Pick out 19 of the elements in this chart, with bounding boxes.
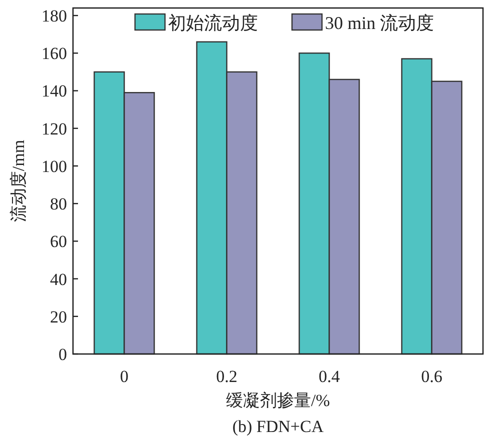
- text: (b) FDN+CA: [232, 417, 324, 436]
- x-tick-label: 0: [120, 367, 128, 386]
- x-axis-title: 缓凝剂掺量/%: [226, 391, 330, 410]
- legend-label: 30 min 流动度: [325, 13, 434, 33]
- y-tick-label: 140: [42, 82, 67, 101]
- legend-label: 初始流动度: [168, 13, 258, 33]
- y-tick-label: 100: [42, 156, 67, 176]
- y-axis-title: 流动度/mm: [9, 140, 28, 222]
- y-tick-label: 20: [50, 307, 67, 326]
- y-tick-label: 60: [50, 232, 67, 252]
- y-tick-label: 160: [42, 44, 67, 64]
- y-tick-label: 120: [42, 119, 67, 138]
- x-tick-label: 0.2: [216, 367, 238, 386]
- x-tick-label: 0.6: [421, 367, 442, 386]
- x-tick-label: 0.4: [318, 367, 340, 386]
- y-tick-label: 80: [50, 194, 67, 214]
- y-tick-label: 180: [42, 6, 67, 26]
- y-tick-label: 40: [50, 270, 67, 289]
- y-tick-label: 0: [58, 345, 67, 364]
